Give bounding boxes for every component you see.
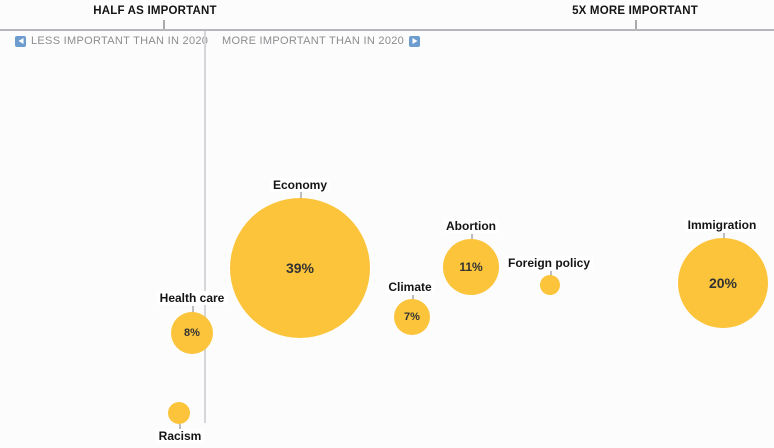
axis-tick-half	[163, 20, 165, 29]
axis-marker-5x: 5X MORE IMPORTANT	[572, 5, 698, 17]
bubble-label-health-care: Health care	[156, 291, 228, 305]
bubble-value-climate: 7%	[404, 311, 420, 323]
label-tick-economy	[300, 192, 302, 199]
bubble-value-abortion: 11%	[459, 260, 483, 274]
baseline-divider	[204, 31, 206, 423]
axis-line	[0, 29, 774, 31]
arrow-right-icon[interactable]	[409, 35, 421, 47]
zone-more-important: MORE IMPORTANT THAN IN 2020	[222, 35, 421, 47]
bubble-value-economy: 39%	[285, 260, 315, 276]
label-tick-immigration	[723, 233, 725, 239]
bubble-value-immigration: 20%	[708, 275, 738, 291]
bubble-racism[interactable]	[168, 402, 190, 424]
bubble-label-racism: Racism	[155, 429, 205, 443]
axis-tick-5x	[635, 20, 637, 29]
label-tick-foreign-policy	[550, 271, 552, 276]
label-tick-abortion	[471, 234, 473, 240]
bubble-value-health-care: 8%	[184, 327, 200, 339]
bubble-foreign-policy[interactable]	[540, 275, 560, 295]
bubble-climate[interactable]: 7%	[394, 299, 430, 335]
zone-less-important: LESS IMPORTANT THAN IN 2020	[15, 35, 208, 47]
bubble-health-care[interactable]: 8%	[171, 312, 213, 354]
bubble-abortion[interactable]: 11%	[443, 239, 499, 295]
axis-marker-half: HALF AS IMPORTANT	[93, 5, 217, 17]
zone-more-label: MORE IMPORTANT THAN IN 2020	[222, 35, 405, 47]
bubble-label-abortion: Abortion	[443, 219, 499, 233]
bubble-immigration[interactable]: 20%	[678, 238, 768, 328]
label-tick-climate	[412, 295, 414, 300]
bubble-economy[interactable]: 39%	[230, 198, 370, 338]
label-tick-health-care	[192, 306, 194, 313]
bubble-label-climate: Climate	[385, 280, 435, 294]
bubble-label-economy: Economy	[269, 178, 331, 192]
bubble-label-immigration: Immigration	[684, 218, 760, 232]
bubble-label-foreign-policy: Foreign policy	[504, 256, 594, 270]
arrow-left-icon[interactable]	[15, 35, 26, 47]
label-tick-racism	[179, 424, 181, 430]
zone-less-label: LESS IMPORTANT THAN IN 2020	[31, 35, 209, 47]
